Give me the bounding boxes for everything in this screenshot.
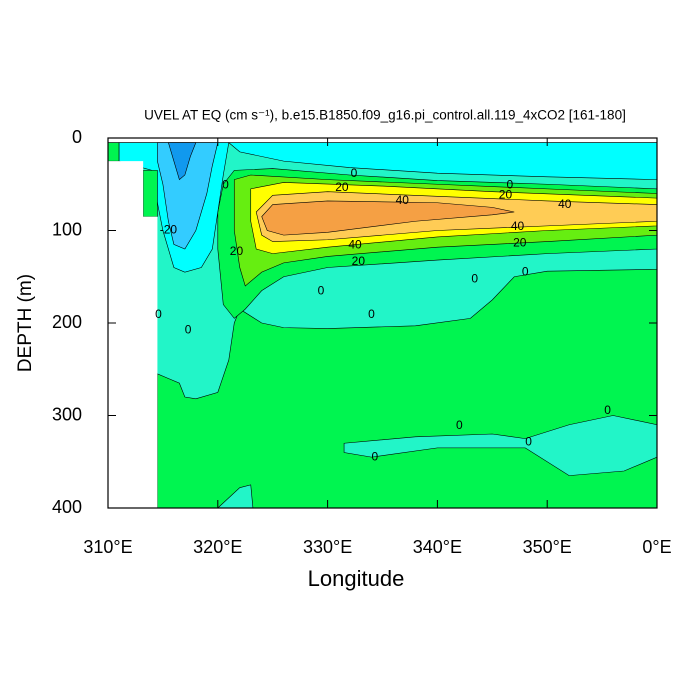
contour-region [107, 142, 120, 162]
contour-label: 0 [604, 403, 611, 417]
x-tick-label: 320°E [193, 537, 242, 557]
contour-region [108, 161, 158, 508]
chart-title: UVEL AT EQ (cm s⁻¹), b.e15.B1850.f09_g16… [144, 108, 626, 123]
contour-label: 0 [471, 272, 478, 286]
contour-label: 0 [456, 418, 463, 432]
x-tick-label: 0°E [642, 537, 671, 557]
contour-label: 0 [155, 307, 162, 321]
x-tick-label: 310°E [83, 537, 132, 557]
x-axis-label: Longitude [308, 566, 405, 591]
y-tick-label: 400 [52, 497, 82, 517]
contour-region [167, 142, 197, 181]
contour-label: 0 [318, 284, 325, 298]
contour-label: 0 [525, 434, 532, 448]
contour-label: 20 [499, 188, 513, 202]
contour-label: 40 [511, 219, 525, 233]
contour-label: 0 [368, 307, 375, 321]
contour-region [261, 200, 515, 236]
x-tick-label: 330°E [303, 537, 352, 557]
contour-label: 0 [185, 323, 192, 337]
contour-label: 0 [507, 177, 514, 191]
contour-label: 0 [522, 264, 529, 278]
contour-label: 0 [222, 177, 229, 191]
contour-label: 0 [371, 449, 378, 463]
contour-region [142, 170, 158, 217]
contour-region [157, 142, 219, 250]
contour-label: 40 [348, 237, 362, 251]
y-tick-label: 0 [72, 127, 82, 147]
contour-label: 40 [558, 197, 572, 211]
contour-label: 20 [352, 254, 366, 268]
y-tick-label: 100 [52, 219, 82, 239]
x-tick-label: 350°E [523, 537, 572, 557]
contour-label: 20 [335, 180, 349, 194]
contour-label: 20 [230, 244, 244, 258]
contour-label: 20 [513, 236, 527, 250]
contour-label: 40 [396, 193, 410, 207]
y-axis-label: DEPTH (m) [15, 274, 36, 372]
contour-label: 0 [351, 166, 358, 180]
x-tick-label: 340°E [413, 537, 462, 557]
y-tick-label: 200 [52, 312, 82, 332]
contour-label: -20 [160, 223, 178, 237]
y-tick-label: 300 [52, 404, 82, 424]
